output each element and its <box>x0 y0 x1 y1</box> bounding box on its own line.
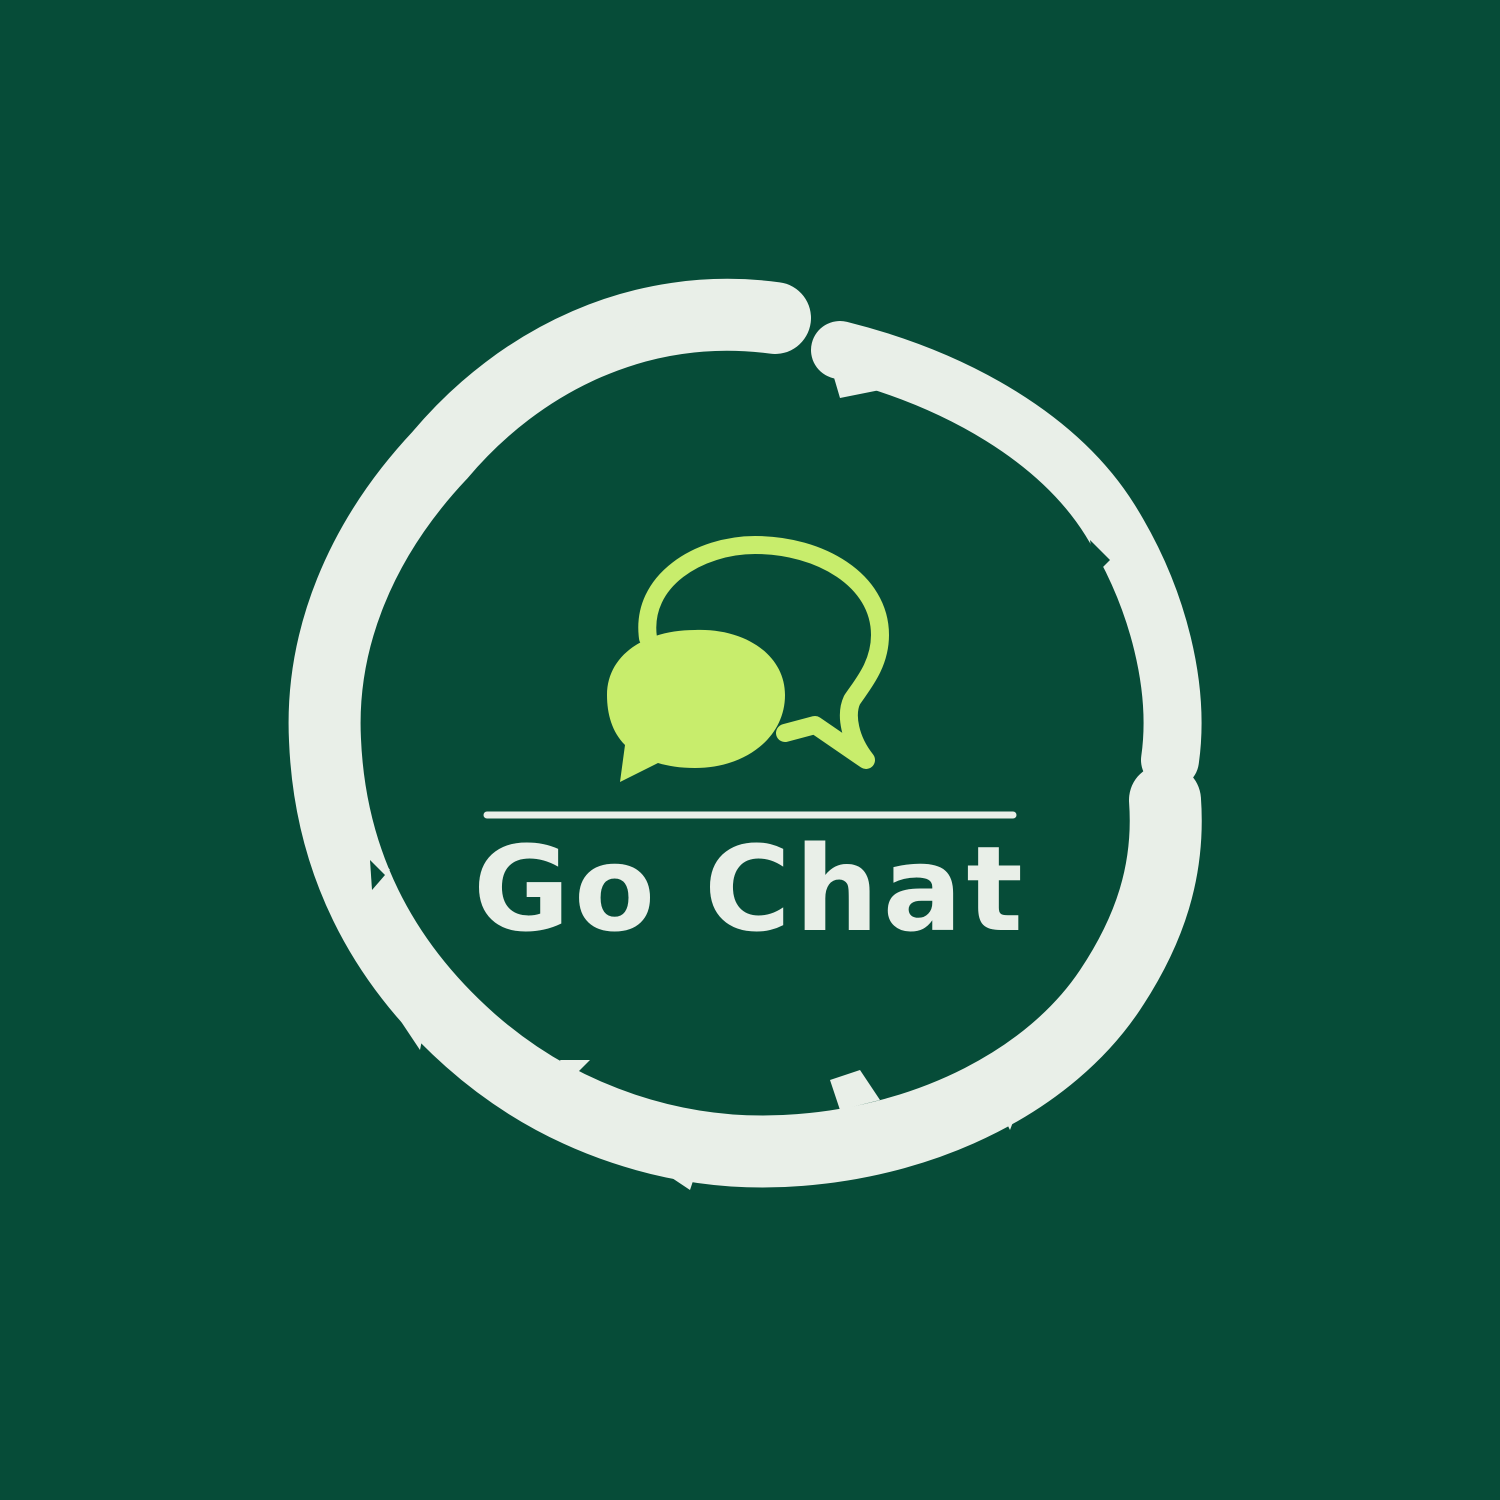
brand-name: Go Chat <box>0 830 1500 948</box>
chat-bubbles-icon <box>607 545 880 782</box>
